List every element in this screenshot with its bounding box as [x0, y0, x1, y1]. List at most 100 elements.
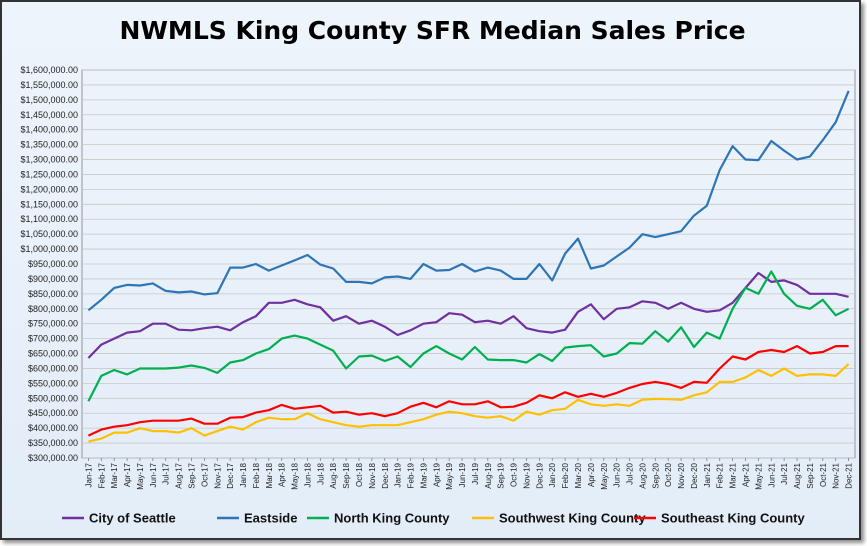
x-tick-label: May-19	[445, 462, 454, 489]
x-tick-label: Jan-19	[394, 462, 403, 487]
y-tick-label: $1,100,000.00	[20, 214, 78, 224]
x-tick-label: Aug-17	[175, 462, 184, 488]
x-tick-label: May-17	[136, 462, 145, 489]
y-tick-label: $1,350,000.00	[20, 140, 78, 150]
x-tick-label: May-20	[600, 462, 609, 489]
x-tick-label: Jan-18	[239, 462, 248, 487]
x-tick-label: Jan-17	[84, 462, 93, 487]
y-tick-label: $300,000.00	[28, 453, 78, 463]
x-tick-label: Mar-21	[729, 462, 738, 488]
x-tick-label: Jan-21	[703, 462, 712, 487]
x-tick-label: Jun-18	[303, 462, 312, 487]
y-tick-label: $1,550,000.00	[20, 80, 78, 90]
y-tick-label: $1,600,000.00	[20, 65, 78, 75]
x-tick-label: Nov-21	[832, 462, 841, 488]
y-tick-label: $1,200,000.00	[20, 184, 78, 194]
chart-title: NWMLS King County SFR Median Sales Price	[119, 16, 746, 45]
x-tick-label: Sep-18	[342, 462, 351, 488]
x-tick-label: Dec-17	[226, 462, 235, 488]
y-tick-label: $1,250,000.00	[20, 169, 78, 179]
y-tick-label: $850,000.00	[28, 289, 78, 299]
x-tick-label: Apr-21	[741, 462, 750, 487]
y-tick-label: $450,000.00	[28, 408, 78, 418]
x-tick-label: Dec-20	[690, 462, 699, 488]
x-tick-label: Oct-17	[200, 462, 209, 487]
y-tick-label: $650,000.00	[28, 349, 78, 359]
x-tick-label: Mar-18	[265, 462, 274, 488]
x-tick-label: Aug-20	[638, 462, 647, 488]
x-tick-label: Nov-17	[213, 462, 222, 488]
x-tick-label: Nov-18	[368, 462, 377, 488]
x-tick-label: Aug-19	[484, 462, 493, 488]
x-tick-label: Oct-21	[819, 462, 828, 487]
x-tick-label: Oct-19	[510, 462, 519, 487]
x-tick-label: Jun-19	[458, 462, 467, 487]
x-tick-label: Apr-19	[432, 462, 441, 487]
x-tick-label: Aug-21	[793, 462, 802, 488]
x-tick-label: Feb-18	[252, 462, 261, 488]
x-tick-label: Feb-21	[716, 462, 725, 488]
x-tick-label: Oct-20	[664, 462, 673, 487]
x-tick-label: Jun-21	[767, 462, 776, 487]
x-tick-label: Jun-17	[149, 462, 158, 487]
x-tick-label: Sep-19	[497, 462, 506, 488]
x-tick-label: Sep-20	[651, 462, 660, 488]
y-tick-label: $800,000.00	[28, 304, 78, 314]
legend-label: Southwest King County	[499, 511, 646, 526]
legend-label: Southeast King County	[661, 511, 805, 526]
y-tick-label: $550,000.00	[28, 378, 78, 388]
x-tick-label: Sep-17	[188, 462, 197, 488]
series-line-5	[87, 345, 849, 437]
legend-label: North King County	[334, 511, 450, 526]
x-tick-label: Mar-19	[419, 462, 428, 488]
y-tick-label: $750,000.00	[28, 319, 78, 329]
y-tick-label: $400,000.00	[28, 423, 78, 433]
x-tick-label: May-21	[754, 462, 763, 489]
x-tick-label: Jul-19	[471, 462, 480, 484]
x-tick-label: Mar-17	[110, 462, 119, 488]
x-tick-label: Nov-20	[677, 462, 686, 488]
y-tick-label: $350,000.00	[28, 438, 78, 448]
y-tick-label: $1,150,000.00	[20, 199, 78, 209]
series-line-4	[88, 363, 850, 443]
x-tick-label: Dec-18	[381, 462, 390, 488]
y-tick-label: $500,000.00	[28, 393, 78, 403]
x-tick-label: Dec-21	[845, 462, 854, 488]
y-tick-label: $1,500,000.00	[20, 95, 78, 105]
x-tick-label: Mar-20	[574, 462, 583, 488]
y-tick-label: $950,000.00	[28, 259, 78, 269]
series-line-2	[87, 90, 850, 312]
x-tick-label: Dec-19	[535, 462, 544, 488]
y-tick-label: $1,000,000.00	[20, 244, 78, 254]
series-line-1	[87, 271, 849, 359]
legend-label: City of Seattle	[89, 511, 176, 526]
x-tick-label: Feb-20	[561, 462, 570, 488]
y-tick-label: $1,450,000.00	[20, 110, 78, 120]
x-tick-label: Jul-21	[780, 462, 789, 484]
y-tick-label: $1,050,000.00	[20, 229, 78, 239]
y-tick-label: $1,400,000.00	[20, 125, 78, 135]
x-tick-label: Feb-19	[407, 462, 416, 488]
x-tick-label: Jul-18	[316, 462, 325, 484]
y-tick-label: $900,000.00	[28, 274, 78, 284]
y-tick-label: $600,000.00	[28, 363, 78, 373]
x-tick-label: Nov-19	[522, 462, 531, 488]
x-tick-label: Aug-18	[329, 462, 338, 488]
x-tick-label: Jul-17	[162, 462, 171, 484]
x-tick-label: Oct-18	[355, 462, 364, 487]
legend-label: Eastside	[244, 511, 297, 526]
x-tick-label: Apr-17	[123, 462, 132, 487]
x-tick-label: May-18	[291, 462, 300, 489]
x-tick-label: Sep-21	[806, 462, 815, 488]
x-tick-label: Apr-20	[587, 462, 596, 487]
x-tick-label: Jul-20	[626, 462, 635, 484]
x-tick-label: Jun-20	[613, 462, 622, 487]
x-tick-label: Apr-18	[278, 462, 287, 487]
y-tick-label: $700,000.00	[28, 334, 78, 344]
x-tick-label: Feb-17	[97, 462, 106, 488]
x-tick-label: Jan-20	[548, 462, 557, 487]
series-line-3	[87, 270, 850, 402]
y-tick-label: $1,300,000.00	[20, 155, 78, 165]
